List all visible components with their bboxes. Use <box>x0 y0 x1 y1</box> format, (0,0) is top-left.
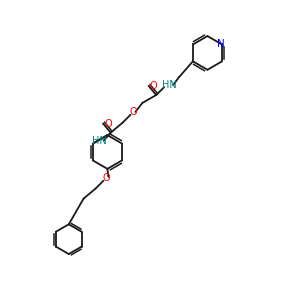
Text: N: N <box>217 39 225 49</box>
Text: O: O <box>104 118 112 128</box>
Text: O: O <box>150 81 158 91</box>
Text: O: O <box>130 107 137 117</box>
Text: O: O <box>103 173 110 183</box>
Text: HN: HN <box>162 80 176 90</box>
Text: HN: HN <box>92 136 107 146</box>
